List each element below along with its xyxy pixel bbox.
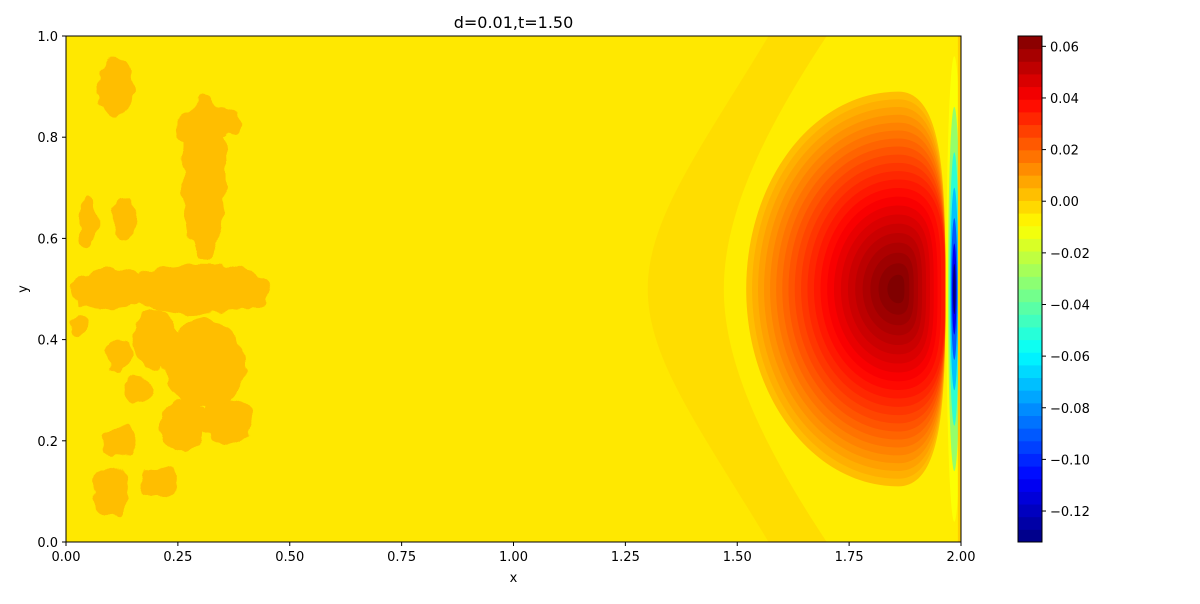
noise-blob (70, 314, 89, 335)
colorbar-segment (1018, 149, 1042, 163)
colorbar-segment (1018, 175, 1042, 189)
chart-title: d=0.01,t=1.50 (454, 13, 574, 32)
colorbar-tick-label: 0.04 (1050, 92, 1079, 107)
contour-field (70, 36, 961, 542)
noise-blob (159, 400, 205, 451)
colorbar-tick-label: −0.06 (1050, 350, 1090, 365)
colorbar-segment (1018, 162, 1042, 176)
y-tick-label: 0.6 (37, 232, 58, 247)
x-tick-label: 0.00 (52, 550, 81, 565)
colorbar-segment (1018, 200, 1042, 214)
colorbar-segment (1018, 99, 1042, 113)
colorbar-tick-label: −0.12 (1050, 505, 1090, 520)
colorbar-segment (1018, 326, 1042, 341)
colorbar-segment (1018, 440, 1042, 454)
x-tick-label: 0.50 (275, 550, 304, 565)
noise-blob (79, 197, 98, 249)
noise-blob (110, 197, 138, 239)
noise-blob (70, 268, 152, 310)
noise-blob (101, 425, 138, 456)
colorbar-segment (1018, 48, 1042, 62)
colorbar-segment (1018, 238, 1042, 252)
plot-area (66, 36, 961, 542)
colorbar-segment (1018, 251, 1042, 265)
colorbar-tick-label: −0.02 (1050, 247, 1090, 262)
x-tick-label: 1.00 (499, 550, 528, 565)
colorbar-segment (1018, 187, 1042, 201)
x-axis-label: x (510, 571, 518, 586)
wall-contour-level (952, 263, 956, 315)
noise-blob (133, 309, 178, 370)
colorbar-tick-label: 0.02 (1050, 144, 1079, 159)
noise-blob (124, 375, 152, 406)
noise-blob (200, 400, 254, 441)
colorbar-segment (1018, 364, 1042, 379)
colorbar-segment (1018, 276, 1042, 290)
colorbar-tick-label: 0.06 (1050, 40, 1079, 55)
x-axis: 0.00 0.25 0.50 0.75 1.00 1.25 1.50 1.75 2.00 (52, 542, 976, 565)
colorbar-segment (1018, 73, 1042, 88)
noisy-region (70, 56, 272, 517)
noise-blob (204, 106, 241, 138)
x-tick-label: 1.75 (835, 550, 864, 565)
colorbar-segment (1018, 124, 1042, 138)
colorbar-segment (1018, 377, 1042, 391)
x-tick-label: 2.00 (947, 550, 976, 565)
colorbar-segment (1018, 402, 1042, 416)
x-tick-label: 0.25 (163, 550, 192, 565)
y-tick-label: 0.8 (37, 131, 58, 146)
noise-blob (173, 111, 210, 143)
colorbar-segment (1018, 339, 1042, 353)
y-axis: 0.0 0.2 0.4 0.6 0.8 1.0 (37, 30, 66, 551)
colorbar-segment (1018, 415, 1042, 429)
colorbar-segment (1018, 111, 1042, 126)
noise-blob (128, 263, 272, 315)
colorbar-frame (1017, 35, 1043, 543)
colorbar-tick-label: −0.08 (1050, 402, 1090, 417)
colorbar-segment (1018, 61, 1042, 75)
x-tick-label: 1.25 (611, 550, 640, 565)
colorbar-segment (1018, 428, 1042, 442)
colorbar-segment (1018, 466, 1042, 480)
noise-blob (92, 466, 129, 517)
y-tick-label: 1.0 (37, 30, 58, 45)
noise-blob (106, 339, 134, 370)
x-tick-label: 0.75 (387, 550, 416, 565)
colorbar-segment (1018, 301, 1042, 315)
y-tick-label: 0.0 (37, 536, 58, 551)
colorbar-segment (1018, 352, 1042, 366)
colorbar-segment (1018, 213, 1042, 227)
y-axis-label: y (16, 285, 31, 293)
colorbar-segment (1018, 491, 1042, 505)
colorbar-segment (1018, 504, 1042, 518)
y-tick-label: 0.4 (37, 334, 58, 349)
colorbar-segment (1018, 478, 1042, 492)
colorbar-segment (1018, 263, 1042, 277)
y-tick-label: 0.2 (37, 435, 58, 450)
colorbar-segment (1018, 225, 1042, 239)
colorbar-segment (1018, 137, 1042, 151)
wall-edge-strip (957, 36, 961, 542)
noise-blob (142, 466, 178, 497)
contour-level (887, 274, 905, 304)
colorbar-segment (1018, 289, 1042, 303)
colorbar-segment (1018, 390, 1042, 404)
x-tick-label: 1.50 (723, 550, 752, 565)
colorbar-segment (1018, 516, 1042, 530)
colorbar: 0.06 0.04 0.02 0.00 −0.02 −0.04 −0.06 −0.08 −0.1… (1017, 35, 1090, 543)
colorbar-segment (1018, 453, 1042, 467)
colorbar-segment (1018, 36, 1042, 50)
colorbar-tick-label: −0.10 (1050, 453, 1090, 468)
colorbar-segment (1018, 314, 1042, 328)
colorbar-tick-label: −0.04 (1050, 298, 1090, 313)
colorbar-segment (1018, 86, 1042, 100)
noise-blob (164, 319, 246, 411)
colorbar-tick-label: 0.00 (1050, 195, 1079, 210)
noise-blob (97, 56, 134, 117)
colorbar-segment (1018, 529, 1042, 543)
